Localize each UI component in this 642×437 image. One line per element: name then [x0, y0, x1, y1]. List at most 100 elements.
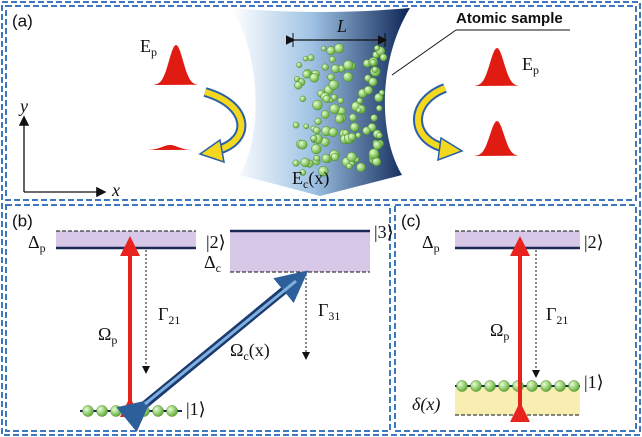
- state-label: |1⟩: [186, 399, 206, 419]
- state-label: |2⟩: [206, 232, 226, 252]
- probe-pulse: [475, 121, 519, 156]
- probe-pulse: [475, 48, 519, 86]
- atom: [300, 157, 310, 168]
- atom: [292, 159, 300, 167]
- atom: [372, 140, 382, 150]
- atom: [313, 154, 321, 162]
- label-pointer: [391, 29, 457, 76]
- atom: [356, 162, 366, 173]
- atom: [470, 380, 482, 392]
- probe-pulse: [148, 145, 192, 150]
- atom: [292, 121, 300, 129]
- atom: [96, 405, 108, 417]
- decay-label: Γ21: [158, 304, 180, 327]
- atom: [312, 99, 323, 111]
- atom: [362, 126, 371, 135]
- atom: [302, 70, 312, 79]
- atom: [299, 95, 306, 102]
- atom: [356, 97, 364, 105]
- atom: [330, 94, 338, 101]
- atom: [334, 114, 345, 124]
- atom: [498, 380, 510, 392]
- atom: [302, 55, 309, 62]
- length-label: L: [336, 16, 347, 36]
- decay-label: Γ31: [318, 300, 340, 323]
- curved-arrow: [413, 83, 464, 162]
- decay-label: Γ21: [546, 304, 568, 327]
- atom: [342, 71, 353, 82]
- rabi-label: Ωp: [490, 320, 509, 343]
- atom: [297, 139, 308, 150]
- atom: [368, 148, 380, 159]
- probe-pulse: [154, 45, 198, 85]
- probe-label: Ep: [140, 36, 157, 59]
- atom: [330, 152, 340, 162]
- atom: [371, 66, 379, 73]
- shift-label: δ(x): [412, 394, 440, 415]
- atom: [329, 103, 340, 115]
- curved-arrow: [198, 87, 247, 164]
- detuning-label: Δp: [28, 232, 46, 255]
- atom: [310, 134, 318, 142]
- atom: [311, 143, 322, 155]
- atom: [378, 89, 385, 96]
- atom: [346, 162, 353, 170]
- atom: [346, 151, 357, 163]
- probe-label: Ep: [522, 54, 539, 77]
- atom: [568, 380, 580, 392]
- atom: [321, 153, 331, 163]
- detuning-label: Δc: [204, 252, 221, 275]
- state-label: |3⟩: [374, 222, 394, 242]
- atom: [337, 97, 345, 104]
- atom: [294, 81, 303, 90]
- atom: [322, 94, 331, 103]
- rabi-label: Ωc(x): [230, 340, 270, 363]
- atom: [379, 53, 388, 62]
- atom: [328, 79, 339, 90]
- atom: [348, 113, 357, 122]
- panel-a-frame: [5, 5, 637, 201]
- atom: [328, 127, 338, 137]
- atom: [370, 114, 378, 122]
- atomic-sample: [292, 43, 388, 177]
- rabi-label: Ωp: [98, 324, 117, 347]
- panel-label: (a): [12, 11, 33, 30]
- atom: [329, 56, 336, 63]
- atom: [312, 126, 321, 135]
- panel-c-frame: [394, 204, 637, 432]
- atom: [303, 123, 310, 130]
- panel-label: (c): [401, 211, 421, 230]
- atom: [373, 45, 381, 52]
- atom: [355, 132, 362, 139]
- detuning-band: [56, 231, 196, 248]
- detuning-label: Δp: [422, 232, 440, 255]
- atom: [554, 380, 566, 392]
- atom: [363, 85, 373, 95]
- detuning-band: [455, 231, 580, 248]
- atom: [166, 405, 178, 417]
- atom: [320, 110, 330, 119]
- atom: [326, 46, 336, 56]
- atom: [314, 117, 322, 125]
- atom: [376, 105, 383, 112]
- atom: [368, 77, 378, 87]
- atom: [82, 405, 94, 417]
- control-label: Ec(x): [292, 168, 329, 191]
- atom: [320, 45, 327, 52]
- atom: [124, 405, 136, 417]
- atom: [321, 63, 329, 71]
- state-label: |2⟩: [584, 232, 604, 252]
- atom: [327, 73, 335, 82]
- atom: [540, 380, 552, 392]
- state-label: |1⟩: [584, 372, 604, 392]
- atom: [152, 405, 164, 417]
- atom: [456, 380, 468, 392]
- ground-atoms: [82, 405, 178, 417]
- atom: [110, 405, 122, 417]
- atom: [356, 107, 362, 114]
- atom: [307, 54, 315, 62]
- atom: [330, 64, 340, 74]
- atom: [349, 122, 360, 132]
- atom: [334, 43, 345, 54]
